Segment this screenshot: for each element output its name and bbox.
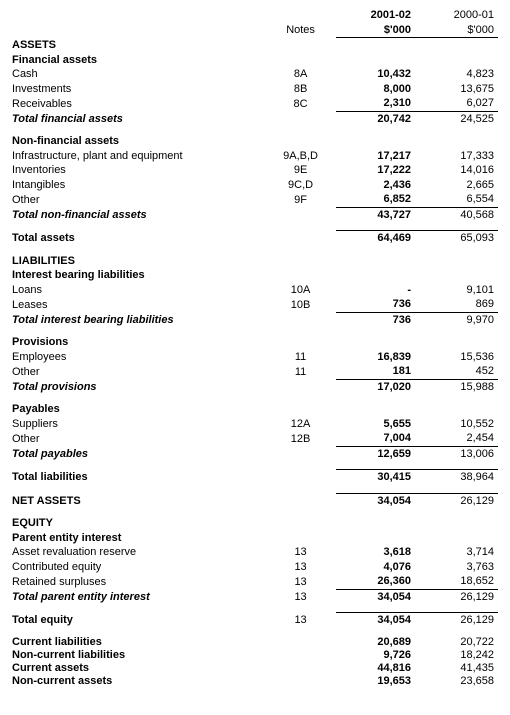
- section-provisions: Provisions: [12, 335, 265, 350]
- section-ibl: Interest bearing liabilities: [12, 268, 265, 283]
- section-assets: ASSETS: [12, 38, 265, 53]
- row-suppliers: Suppliers12A5,65510,552: [12, 417, 498, 432]
- row-nca: Non-current assets19,65323,658: [12, 675, 498, 688]
- row-total-liabilities: Total liabilities30,41538,964: [12, 470, 498, 485]
- row-total-equity: Total equity1334,05426,129: [12, 613, 498, 628]
- row-employees: Employees1116,83915,536: [12, 350, 498, 365]
- unit-y1: $'000: [336, 23, 417, 38]
- row-tpei: Total parent entity interest1334,05426,1…: [12, 589, 498, 604]
- row-loans: Loans10A-9,101: [12, 283, 498, 298]
- row-other1: Other9F6,8526,554: [12, 192, 498, 207]
- row-cash: Cash8A10,4324,823: [12, 67, 498, 82]
- col-header-y2: 2000-01: [417, 8, 498, 23]
- section-nfa: Non-financial assets: [12, 134, 265, 149]
- section-equity: EQUITY: [12, 516, 265, 531]
- row-tpay: Total payables12,65913,006: [12, 446, 498, 461]
- row-inventories: Inventories9E17,22214,016: [12, 163, 498, 178]
- row-total-assets: Total assets64,46965,093: [12, 231, 498, 246]
- row-ipe: Infrastructure, plant and equipment9A,B,…: [12, 149, 498, 164]
- row-rs: Retained surpluses1326,36018,652: [12, 574, 498, 589]
- row-net-assets: NET ASSETS34,05426,129: [12, 493, 498, 508]
- row-arr: Asset revaluation reserve133,6183,714: [12, 545, 498, 560]
- section-pei: Parent entity interest: [12, 531, 265, 546]
- row-investments: Investments8B8,00013,675: [12, 82, 498, 97]
- unit-y2: $'000: [417, 23, 498, 38]
- row-tprov: Total provisions17,02015,988: [12, 379, 498, 394]
- row-ca: Current assets44,81641,435: [12, 662, 498, 675]
- section-liabilities: LIABILITIES: [12, 254, 265, 269]
- row-ncl: Non-current liabilities9,72618,242: [12, 649, 498, 662]
- row-ce: Contributed equity134,0763,763: [12, 560, 498, 575]
- row-cl: Current liabilities20,68920,722: [12, 636, 498, 649]
- row-intangibles: Intangibles9C,D2,4362,665: [12, 178, 498, 193]
- section-fin-assets: Financial assets: [12, 53, 265, 68]
- col-header-y1: 2001-02: [336, 8, 417, 23]
- notes-header: Notes: [265, 23, 336, 38]
- row-tnfa: Total non-financial assets43,72740,568: [12, 207, 498, 222]
- row-other3: Other12B7,0042,454: [12, 431, 498, 446]
- row-receivables: Receivables8C2,3106,027: [12, 96, 498, 111]
- balance-sheet-table: 2001-02 2000-01 Notes $'000 $'000 ASSETS…: [12, 8, 498, 688]
- row-leases: Leases10B736869: [12, 297, 498, 312]
- row-other2: Other11181452: [12, 364, 498, 379]
- row-tfa: Total financial assets20,74224,525: [12, 111, 498, 126]
- row-tibl: Total interest bearing liabilities7369,9…: [12, 312, 498, 327]
- section-payables: Payables: [12, 402, 265, 417]
